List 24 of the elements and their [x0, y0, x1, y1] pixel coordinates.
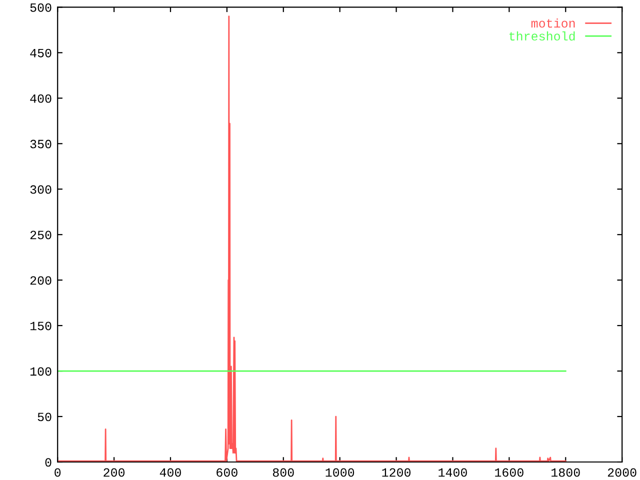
- x-tick-label: 0: [54, 468, 61, 477]
- x-tick-label: 800: [272, 468, 294, 477]
- x-tick-label: 1000: [326, 468, 354, 477]
- x-tick-label: 1200: [382, 468, 411, 477]
- y-tick-label: 350: [30, 140, 52, 148]
- legend-label: threshold: [509, 31, 575, 41]
- y-tick-label: 250: [30, 230, 52, 240]
- y-tick-label: 300: [30, 185, 52, 194]
- y-tick-label: 200: [30, 276, 52, 285]
- x-tick-label: 400: [160, 468, 181, 477]
- x-tick-label: 1400: [438, 468, 467, 477]
- legend-label: motion: [531, 18, 575, 28]
- y-tick-label: 50: [38, 412, 52, 422]
- x-tick-label: 600: [216, 468, 238, 477]
- y-tick-label: 450: [30, 48, 52, 58]
- y-tick-label: 0: [45, 458, 52, 467]
- y-tick-label: 500: [30, 3, 52, 12]
- x-tick-label: 200: [104, 468, 125, 477]
- y-tick-label: 400: [30, 94, 52, 103]
- x-tick-label: 1800: [552, 468, 580, 477]
- y-tick-label: 150: [30, 322, 52, 330]
- y-tick-label: 100: [30, 367, 52, 376]
- x-tick-label: 2000: [608, 468, 636, 477]
- x-tick-label: 1600: [495, 468, 524, 477]
